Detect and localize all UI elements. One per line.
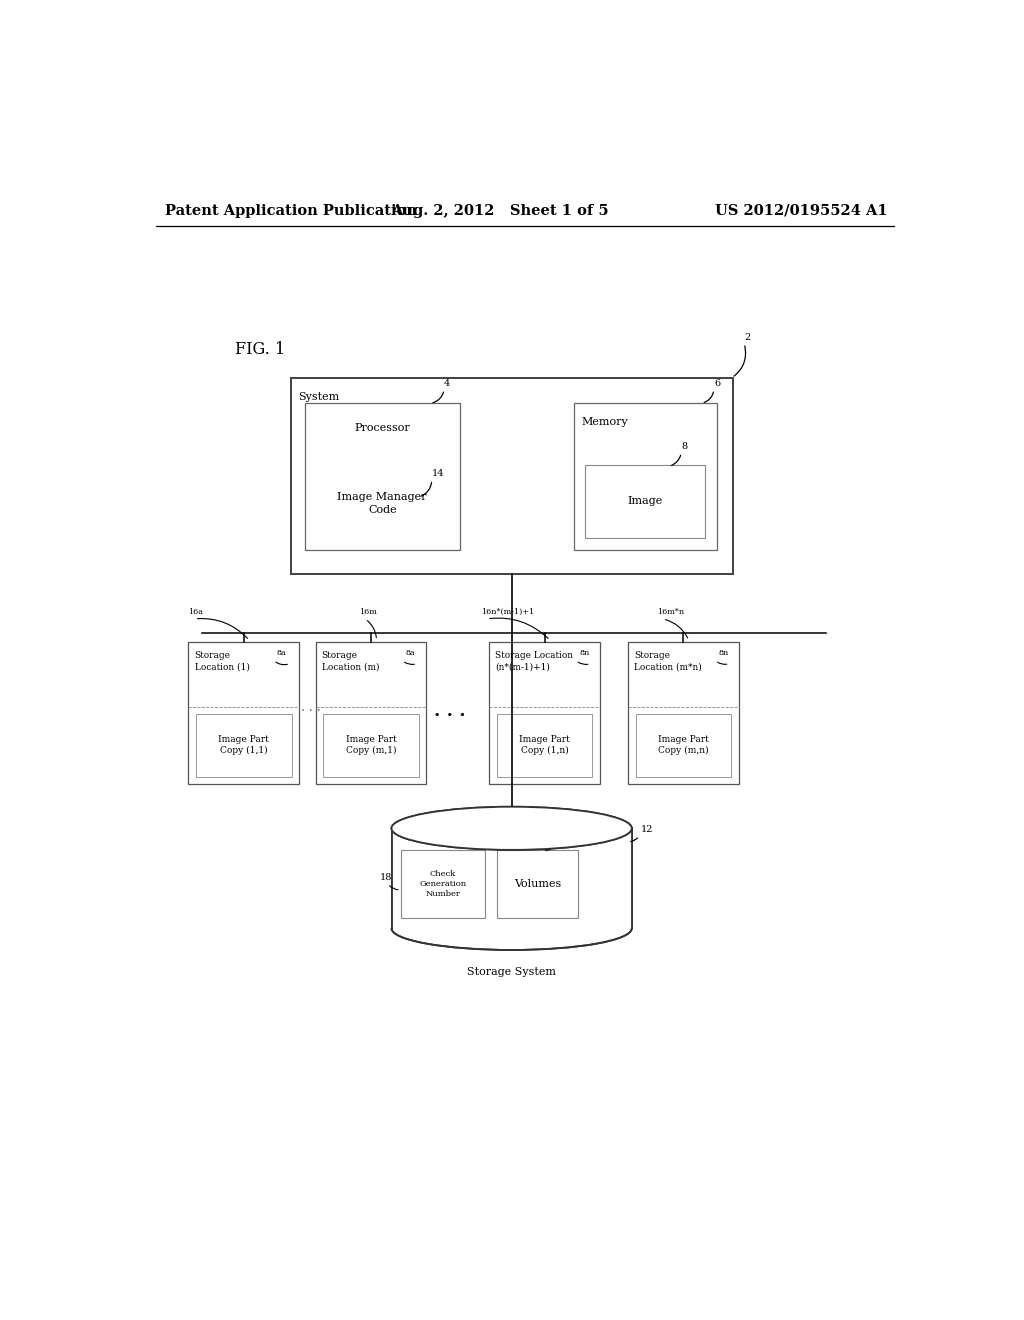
Bar (628, 642, 738, 784)
Text: 8n: 8n (579, 649, 589, 657)
Polygon shape (391, 829, 632, 928)
Text: Volumes: Volumes (514, 879, 561, 888)
Bar (291, 378, 732, 574)
Bar (324, 714, 419, 776)
Text: Image: Image (628, 496, 663, 507)
Text: 16m*n: 16m*n (656, 607, 684, 615)
Text: 8a: 8a (406, 649, 415, 657)
Text: Image Manager
Code: Image Manager Code (338, 492, 427, 515)
Text: Image Part
Copy (m,n): Image Part Copy (m,n) (657, 735, 709, 755)
Text: Patent Application Publication: Patent Application Publication (165, 203, 417, 218)
Text: FIG. 1: FIG. 1 (234, 341, 285, 358)
Ellipse shape (391, 807, 632, 850)
Text: 2: 2 (744, 333, 751, 342)
Text: Check
Generation
Number: Check Generation Number (419, 870, 466, 898)
Bar (573, 404, 717, 549)
Text: Image Part
Copy (1,n): Image Part Copy (1,n) (519, 735, 570, 755)
Text: System: System (299, 392, 340, 401)
Text: Image Part
Copy (1,1): Image Part Copy (1,1) (218, 735, 269, 755)
Text: Storage
Location (1): Storage Location (1) (195, 651, 250, 672)
Bar (400, 850, 484, 917)
Bar (188, 642, 299, 784)
Text: 6: 6 (714, 379, 720, 388)
Text: Memory: Memory (582, 417, 628, 428)
Text: 12: 12 (641, 825, 653, 834)
Text: Storage System: Storage System (467, 966, 556, 977)
Text: · · ·: · · · (301, 705, 321, 718)
Text: Processor: Processor (354, 422, 410, 433)
Bar (489, 642, 600, 784)
Text: 8n: 8n (719, 649, 729, 657)
Text: 4: 4 (444, 379, 451, 388)
Bar (497, 850, 579, 917)
Text: 16a: 16a (188, 607, 204, 615)
Bar (197, 714, 292, 776)
Bar (636, 714, 731, 776)
Text: 8: 8 (681, 442, 687, 451)
Bar (586, 465, 706, 539)
Text: US 2012/0195524 A1: US 2012/0195524 A1 (715, 203, 888, 218)
Text: 10: 10 (550, 838, 562, 847)
Text: 16m: 16m (359, 607, 377, 615)
Text: Storage
Location (m*n): Storage Location (m*n) (634, 651, 701, 672)
Text: 14: 14 (432, 469, 444, 478)
Text: Image Part
Copy (m,1): Image Part Copy (m,1) (345, 735, 396, 755)
Text: Storage
Location (m): Storage Location (m) (322, 651, 379, 672)
Text: . . .: . . . (434, 702, 466, 721)
Text: 8a: 8a (276, 649, 287, 657)
Bar (315, 642, 426, 784)
Bar (305, 404, 460, 549)
Ellipse shape (391, 807, 632, 850)
Text: Aug. 2, 2012   Sheet 1 of 5: Aug. 2, 2012 Sheet 1 of 5 (391, 203, 609, 218)
Text: Storage Location
(n*(m-1)+1): Storage Location (n*(m-1)+1) (496, 651, 573, 672)
Text: 18: 18 (380, 874, 392, 882)
Bar (497, 714, 592, 776)
Text: 16n*(m-1)+1: 16n*(m-1)+1 (480, 607, 534, 615)
